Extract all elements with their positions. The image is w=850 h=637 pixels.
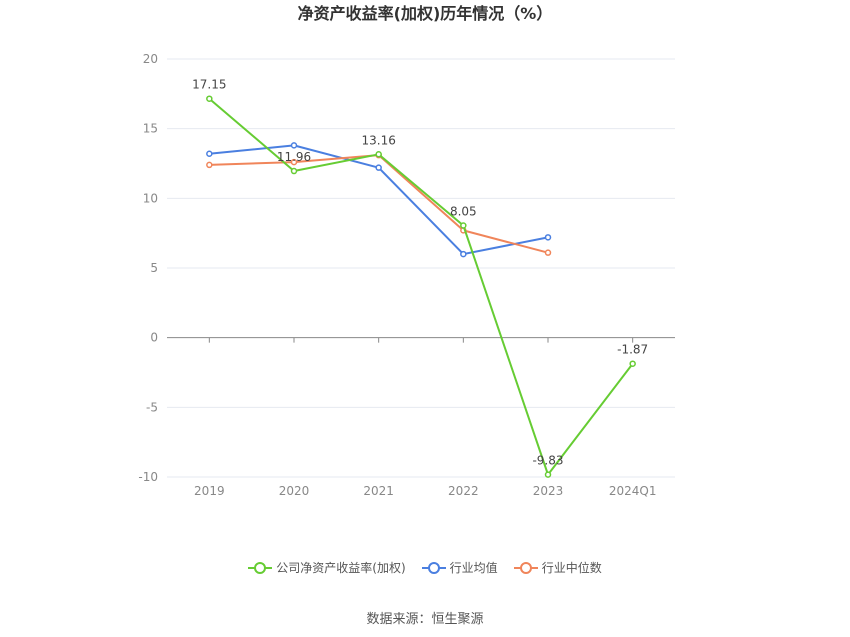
- series-line-1: [209, 144, 549, 256]
- chart-title: 净资产收益率(加权)历年情况（%）: [297, 4, 553, 23]
- series-2-point: [544, 249, 552, 256]
- x-tick-label: 2020: [279, 484, 310, 498]
- grid-lines: [167, 58, 675, 478]
- legend-item-0[interactable]: 公司净资产收益率(加权): [248, 559, 406, 576]
- legend-item-2[interactable]: 行业中位数: [513, 559, 602, 576]
- y-tick-label: 0: [150, 331, 158, 345]
- x-tick-label: 2023: [533, 484, 564, 498]
- y-tick-label: -10: [138, 470, 158, 484]
- axes: -10 -5 0 5 10 15 20 2019 2020 2021 2022 2023 2024Q1: [138, 52, 675, 498]
- legend: 公司净资产收益率(加权) 行业均值 行业中位数: [0, 559, 850, 576]
- series-1-point: [375, 164, 382, 171]
- series-1-point: [290, 142, 298, 149]
- data-labels: 17.15 11.96 13.16 8.05 -9.83 -1.87: [192, 78, 648, 468]
- series-0-point: [460, 222, 467, 229]
- data-label: 17.15: [192, 78, 226, 92]
- series-0-point: [206, 95, 213, 102]
- series-2-point: [206, 161, 213, 169]
- data-label: -1.87: [617, 343, 648, 357]
- legend-label: 行业均值: [449, 561, 498, 575]
- data-source: 数据来源：恒生聚源: [366, 612, 484, 627]
- series-2-point: [290, 158, 298, 166]
- data-label: 11.96: [277, 150, 311, 164]
- y-tick-label: 10: [143, 191, 158, 205]
- legend-label: 公司净资产收益率(加权): [276, 561, 406, 575]
- data-label: 13.16: [361, 133, 395, 147]
- series-lines: [206, 95, 636, 478]
- legend-label: 行业中位数: [541, 561, 602, 575]
- series-0-point: [544, 471, 552, 478]
- data-label: -9.83: [532, 454, 563, 468]
- series-0-point: [375, 151, 382, 158]
- x-tick-label: 2019: [194, 484, 225, 498]
- series-0-point: [290, 167, 298, 175]
- series-line-0: [208, 97, 634, 476]
- data-label: 8.05: [450, 205, 477, 219]
- legend-swatch-icon: [513, 561, 538, 574]
- series-1-point: [460, 250, 467, 258]
- y-tick-label: 20: [143, 52, 158, 66]
- y-tick-label: 15: [143, 122, 158, 136]
- series-1-point: [544, 234, 552, 241]
- x-tick-label: 2024Q1: [609, 484, 657, 498]
- legend-item-1[interactable]: 行业均值: [421, 559, 498, 576]
- legend-swatch-icon: [248, 561, 273, 574]
- legend-swatch-icon: [421, 561, 446, 574]
- x-tick-label: 2022: [448, 484, 479, 498]
- x-tick-label: 2021: [363, 484, 394, 498]
- series-1-point: [206, 150, 213, 157]
- series-0-point: [629, 360, 636, 367]
- y-tick-label: 5: [150, 261, 158, 275]
- y-tick-label: -5: [146, 400, 158, 414]
